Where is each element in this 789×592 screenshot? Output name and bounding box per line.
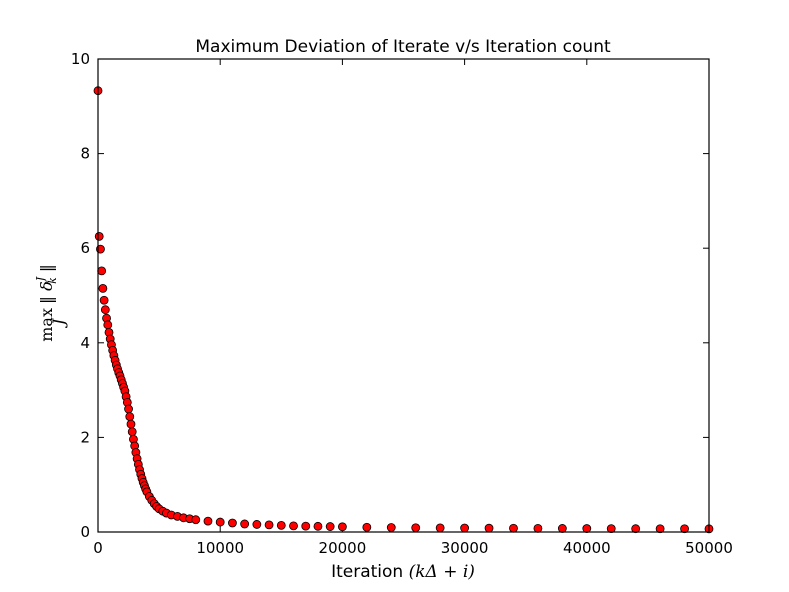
data-point (362, 522, 372, 532)
data-point (289, 521, 298, 531)
data-point (313, 521, 323, 531)
data-point (680, 524, 689, 534)
data-point (325, 522, 335, 531)
x-axis-label-text: Iteration (331, 562, 409, 582)
y-axis-label: max J ‖ δJk ‖ (34, 264, 68, 342)
data-point (655, 524, 665, 534)
data-point (99, 295, 109, 305)
data-point (124, 404, 133, 414)
data-point (533, 523, 543, 533)
data-point (276, 520, 286, 530)
plot-frame (97, 58, 710, 533)
x-tick-label: 20000 (319, 539, 367, 557)
data-point (215, 517, 225, 527)
axis-ticks: 0 10000 20000 30000 40000 50000 0 2 4 6 8 10 (71, 50, 733, 557)
y-tick-label: 4 (80, 334, 90, 352)
data-point (509, 523, 518, 533)
chart-title: Maximum Deviation of Iterate v/s Iterati… (195, 37, 611, 57)
data-point (97, 266, 107, 276)
data-point (94, 231, 104, 241)
x-tick-label: 10000 (196, 539, 244, 557)
data-point (301, 521, 311, 531)
data-point (460, 523, 470, 533)
data-point (386, 523, 396, 532)
data-point (484, 523, 494, 533)
y-axis-label-expr: ‖ δJk ‖ (34, 264, 59, 304)
data-point (228, 518, 237, 528)
x-axis-label-math: (kΔ + i) (409, 562, 475, 582)
x-tick-label: 0 (93, 539, 103, 557)
data-point (98, 284, 108, 293)
data-markers (93, 86, 714, 534)
data-point (103, 320, 113, 330)
data-point (240, 519, 250, 529)
data-point (435, 523, 445, 533)
data-point (606, 524, 616, 534)
data-point (557, 524, 567, 533)
data-point (264, 520, 274, 530)
data-point (203, 516, 213, 526)
x-tick-label: 40000 (563, 539, 611, 557)
y-tick-label: 10 (71, 50, 90, 68)
data-point (631, 524, 641, 534)
data-point (100, 305, 110, 315)
x-tick-label: 30000 (441, 539, 489, 557)
data-point (582, 524, 592, 533)
data-point (252, 520, 262, 529)
data-point (337, 522, 347, 532)
x-tick-label: 50000 (685, 539, 733, 557)
data-point (191, 515, 201, 525)
y-tick-label: 8 (80, 145, 90, 163)
data-point (126, 419, 136, 429)
y-axis-label-sub: J (49, 317, 68, 328)
data-point (127, 427, 137, 437)
y-axis-label-op: max (37, 308, 56, 342)
x-axis-label: Iteration (kΔ + i) (331, 562, 475, 582)
y-tick-label: 0 (80, 523, 90, 541)
data-point (411, 523, 421, 533)
y-tick-label: 2 (80, 428, 90, 446)
data-point (125, 412, 135, 421)
y-tick-label: 6 (80, 239, 90, 257)
